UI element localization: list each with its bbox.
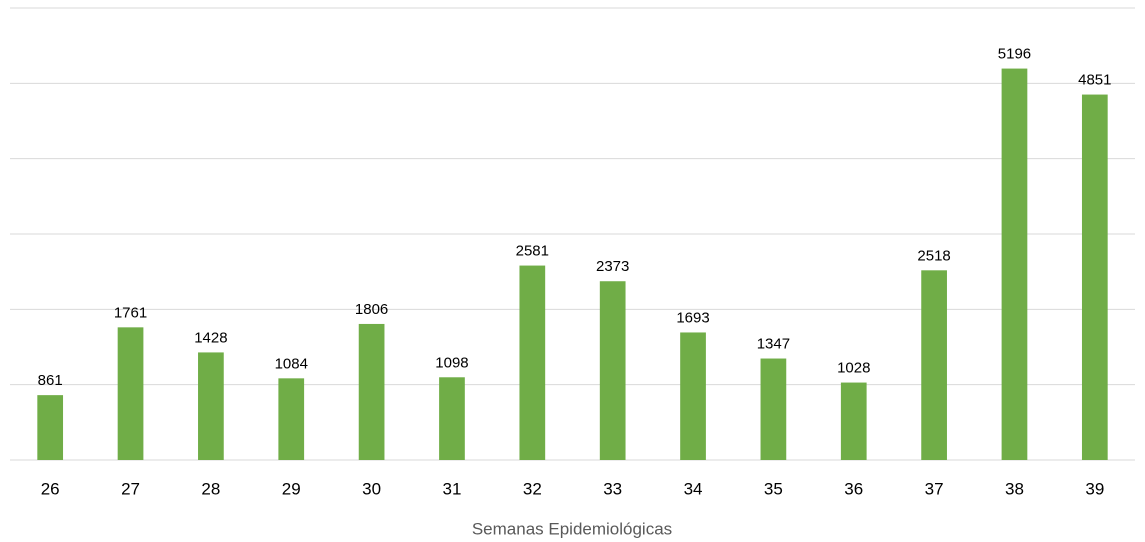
bar bbox=[760, 358, 787, 460]
data-label: 2518 bbox=[917, 247, 950, 264]
bar bbox=[680, 332, 706, 460]
x-tick-label: 27 bbox=[121, 479, 140, 498]
data-label: 1098 bbox=[435, 354, 468, 371]
data-label: 1428 bbox=[194, 329, 227, 346]
bar bbox=[37, 395, 64, 460]
x-tick-label: 26 bbox=[41, 479, 60, 498]
x-axis-title: Semanas Epidemiológicas bbox=[472, 519, 672, 538]
x-tick-label: 32 bbox=[523, 479, 542, 498]
x-tick-label: 37 bbox=[925, 479, 944, 498]
x-tick-label: 33 bbox=[603, 479, 622, 498]
bar bbox=[198, 352, 224, 460]
bar bbox=[278, 378, 305, 460]
x-tick-label: 38 bbox=[1005, 479, 1024, 498]
bar bbox=[1001, 68, 1028, 461]
data-label: 861 bbox=[38, 372, 63, 389]
data-label: 1693 bbox=[676, 309, 709, 326]
bar bbox=[840, 382, 867, 460]
x-tick-label: 35 bbox=[764, 479, 783, 498]
bar bbox=[519, 265, 546, 460]
data-label: 1347 bbox=[757, 335, 790, 352]
bar bbox=[921, 270, 947, 460]
bar bbox=[117, 327, 144, 460]
data-label: 1806 bbox=[355, 301, 388, 318]
data-label: 2581 bbox=[516, 243, 549, 260]
data-label: 1084 bbox=[275, 355, 308, 372]
data-label: 5196 bbox=[998, 46, 1031, 63]
bar bbox=[358, 323, 385, 460]
bar bbox=[1081, 94, 1108, 461]
data-label: 1028 bbox=[837, 360, 870, 377]
x-tick-label: 29 bbox=[282, 479, 301, 498]
x-tick-label: 28 bbox=[201, 479, 220, 498]
bar bbox=[599, 281, 626, 460]
data-label: 2373 bbox=[596, 258, 629, 275]
x-tick-label: 34 bbox=[684, 479, 703, 498]
x-tick-label: 39 bbox=[1085, 479, 1104, 498]
x-tick-label: 30 bbox=[362, 479, 381, 498]
bar bbox=[439, 377, 465, 460]
x-tick-label: 31 bbox=[443, 479, 462, 498]
data-label: 1761 bbox=[114, 304, 147, 321]
x-tick-label: 36 bbox=[844, 479, 863, 498]
data-label: 4851 bbox=[1078, 72, 1111, 89]
